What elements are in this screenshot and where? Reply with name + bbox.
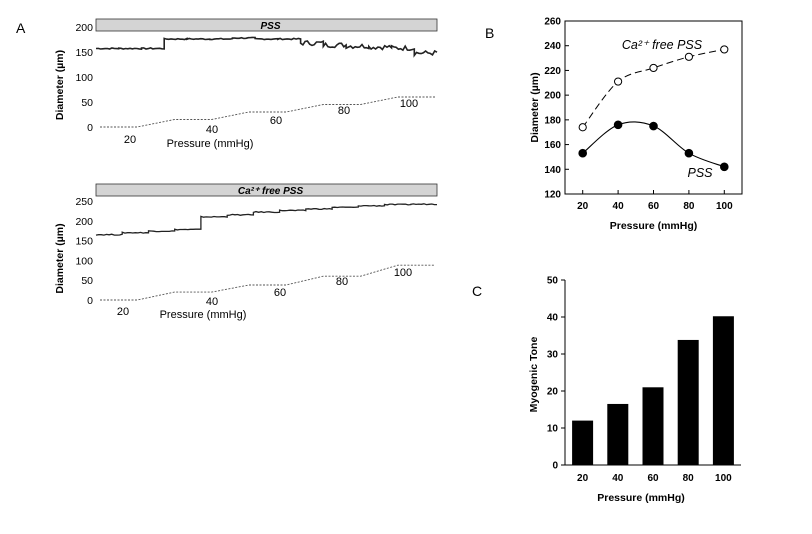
- panel-b-ca-free-point: [720, 45, 729, 54]
- panel-b-ca-free-point: [614, 77, 623, 86]
- panel-b-pss-point: [613, 120, 623, 130]
- panel-b-y-tick-label: 240: [544, 41, 561, 52]
- trace1-y-tick-label: 150: [75, 236, 93, 248]
- panel-c-y-tick-label: 20: [547, 387, 559, 398]
- panel-b-ca-free-point: [684, 52, 694, 61]
- trace0-pressure-label-60: 60: [270, 115, 282, 127]
- trace1-y-tick-label: 200: [75, 216, 93, 228]
- trace1-pressure-label-40: 40: [206, 296, 218, 308]
- trace0-y-axis-title: Diameter (µm): [54, 50, 66, 120]
- trace0-y-tick-label: 50: [81, 97, 93, 109]
- trace0-pressure-label-100: 100: [400, 98, 418, 110]
- panel-c-y-tick-label: 30: [547, 350, 559, 361]
- panel-b-ca-free-point: [649, 63, 658, 73]
- trace1-pressure-label-20: 20: [117, 306, 129, 318]
- panel-c-x-axis-title: Pressure (mmHg): [597, 492, 685, 504]
- panel-b-y-tick-label: 120: [544, 190, 561, 201]
- trace0-y-tick-label: 100: [75, 72, 93, 84]
- trace0-pressure-trace: [100, 96, 435, 128]
- panel-b-pss-point: [684, 148, 694, 158]
- panel-c-x-tick-label: 100: [715, 473, 732, 484]
- trace1-title: Ca²⁺ free PSS: [238, 186, 304, 197]
- panel-c-x-tick-label: 80: [683, 473, 695, 484]
- trace1-y-axis-title: Diameter (µm): [54, 223, 66, 293]
- trace1-pressure-label-60: 60: [274, 287, 286, 299]
- trace1-diameter-trace: [95, 203, 437, 236]
- panel-b-x-tick-label: 100: [716, 201, 733, 212]
- panel-c-y-tick-label: 40: [547, 313, 559, 324]
- trace1-x-axis-title: Pressure (mmHg): [160, 309, 247, 321]
- panel-b-x-tick-label: 60: [648, 201, 660, 212]
- panel-c-bar-60: [642, 387, 664, 465]
- trace0-y-tick-label: 200: [75, 22, 93, 34]
- panel-c-bar-40: [607, 403, 629, 465]
- trace1-pressure-trace: [100, 264, 435, 301]
- trace0-diameter-trace: [95, 36, 438, 58]
- panel-c-bar-80: [677, 339, 699, 465]
- panel-b-y-tick-label: 140: [544, 165, 561, 176]
- panel-b-y-tick-label: 160: [544, 140, 561, 151]
- trace1-title-banner: [95, 183, 438, 197]
- trace0-y-tick-label: 150: [75, 47, 93, 59]
- trace0-pressure-label-20: 20: [124, 134, 136, 146]
- panel-b-pss-point: [578, 148, 588, 158]
- panel-b-ca-free-line: [582, 48, 725, 128]
- panel-b-ca-free-label: Ca²⁺ free PSS: [622, 38, 703, 52]
- trace0-title: PSS: [260, 21, 280, 32]
- panel-b-y-tick-label: 180: [544, 115, 561, 126]
- panel-c-y-tick-label: 50: [547, 276, 559, 287]
- panel-letter-c: C: [472, 283, 483, 299]
- panel-c-x-tick-label: 20: [577, 473, 589, 484]
- trace1-y-tick-label: 0: [87, 295, 93, 307]
- panel-b-ca-free-point: [578, 123, 587, 132]
- panel-letter-b: B: [485, 25, 495, 41]
- trace1-pressure-label-100: 100: [394, 267, 412, 279]
- panel-b-pss-point: [720, 162, 729, 172]
- trace0-pressure-label-40: 40: [206, 124, 218, 136]
- trace0-x-axis-title: Pressure (mmHg): [167, 138, 254, 150]
- panel-b-y-tick-label: 260: [544, 17, 561, 28]
- trace1-y-tick-label: 250: [75, 196, 93, 208]
- panel-c-y-tick-label: 0: [552, 461, 558, 472]
- trace0-title-banner: [95, 18, 438, 32]
- panel-b-pss-label: PSS: [687, 166, 713, 180]
- panel-c-x-tick-label: 60: [647, 473, 659, 484]
- trace0-pressure-label-80: 80: [338, 105, 350, 117]
- trace1-pressure-label-80: 80: [336, 276, 348, 288]
- panel-letter-a: A: [16, 20, 26, 36]
- panel-b-y-tick-label: 220: [544, 66, 561, 77]
- panel-c-x-tick-label: 40: [612, 473, 624, 484]
- panel-c-y-tick-label: 10: [547, 424, 559, 435]
- panel-b-x-tick-label: 20: [577, 201, 589, 212]
- panel-b-x-tick-label: 40: [613, 201, 625, 212]
- panel-b-x-tick-label: 80: [683, 201, 695, 212]
- panel-b-x-axis-title: Pressure (mmHg): [610, 220, 698, 232]
- panel-c-bar-100: [712, 316, 734, 465]
- panel-c-y-axis-title: Myogenic Tone: [528, 337, 540, 413]
- panel-b-y-axis-title: Diameter (µm): [529, 72, 541, 142]
- trace1-y-tick-label: 50: [81, 275, 93, 287]
- panel-b-y-tick-label: 200: [544, 91, 561, 102]
- trace1-y-tick-label: 100: [75, 255, 93, 267]
- panel-c-bar-20: [572, 420, 594, 465]
- trace0-y-tick-label: 0: [87, 122, 93, 134]
- panel-b-pss-point: [649, 121, 658, 131]
